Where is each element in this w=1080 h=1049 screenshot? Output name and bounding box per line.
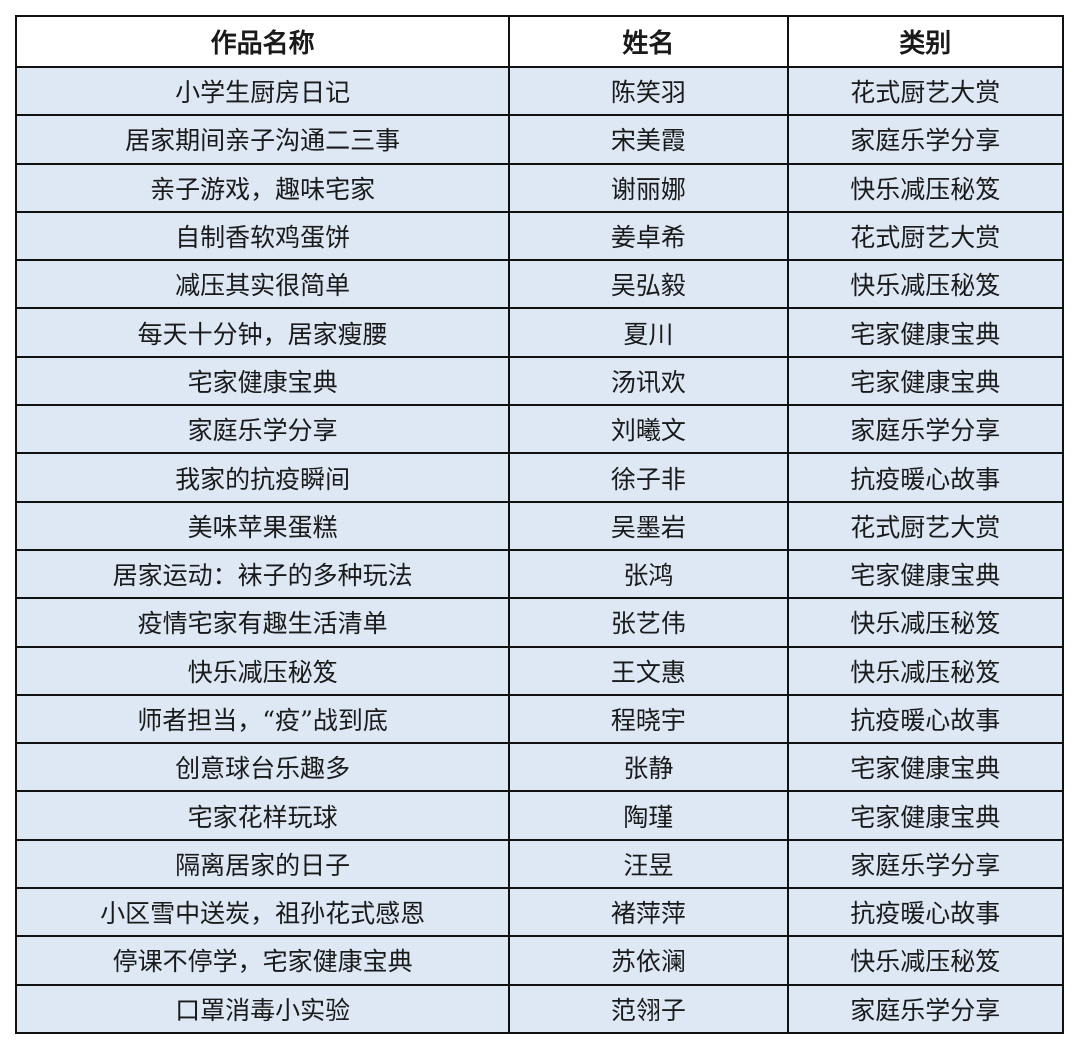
cell-name: 褚萍萍 xyxy=(508,887,789,938)
cell-name: 范翎子 xyxy=(508,983,789,1034)
table-row: 疫情宅家有趣生活清单 张艺伟 快乐减压秘笈 xyxy=(14,597,1065,648)
cell-work-title: 快乐减压秘笈 xyxy=(14,645,511,696)
cell-work-title: 小区雪中送炭，祖孙花式感恩 xyxy=(14,887,511,938)
cell-category: 家庭乐学分享 xyxy=(786,114,1065,165)
cell-category: 抗疫暖心故事 xyxy=(786,887,1065,938)
cell-work-title: 口罩消毒小实验 xyxy=(14,983,511,1034)
cell-name: 吴墨岩 xyxy=(508,500,789,551)
cell-work-title: 宅家花样玩球 xyxy=(14,790,511,841)
table-row: 每天十分钟，居家瘦腰 夏川 宅家健康宝典 xyxy=(14,307,1065,358)
cell-work-title: 小学生厨房日记 xyxy=(14,65,511,117)
cell-name: 宋美霞 xyxy=(508,114,789,165)
cell-category: 宅家健康宝典 xyxy=(786,790,1065,841)
header-row: 作品名称 姓名 类别 xyxy=(14,15,1065,68)
table-row: 小区雪中送炭，祖孙花式感恩 褚萍萍 抗疫暖心故事 xyxy=(14,887,1065,938)
table-row: 亲子游戏，趣味宅家 谢丽娜 快乐减压秘笈 xyxy=(14,162,1065,213)
cell-category: 家庭乐学分享 xyxy=(786,404,1065,455)
table-row: 减压其实很简单 吴弘毅 快乐减压秘笈 xyxy=(14,259,1065,310)
cell-category: 宅家健康宝典 xyxy=(786,307,1065,358)
cell-category: 快乐减压秘笈 xyxy=(786,162,1065,213)
cell-work-title: 家庭乐学分享 xyxy=(14,404,511,455)
cell-name: 张静 xyxy=(508,742,789,793)
cell-work-title: 美味苹果蛋糕 xyxy=(14,500,511,551)
cell-name: 吴弘毅 xyxy=(508,259,789,310)
table-row: 我家的抗疫瞬间 徐子非 抗疫暖心故事 xyxy=(14,452,1065,503)
cell-category: 宅家健康宝典 xyxy=(786,355,1065,407)
cell-category: 抗疫暖心故事 xyxy=(786,693,1065,745)
table-row: 创意球台乐趣多 张静 宅家健康宝典 xyxy=(14,742,1065,793)
table-row: 家庭乐学分享 刘曦文 家庭乐学分享 xyxy=(14,404,1065,455)
cell-name: 谢丽娜 xyxy=(508,162,789,213)
cell-name: 陶瑾 xyxy=(508,790,789,841)
works-table: 作品名称 姓名 类别 小学生厨房日记 陈笑羽 花式厨艺大赏 居家期间亲子沟通二三事 宋美… xyxy=(14,15,1065,1034)
cell-category: 抗疫暖心故事 xyxy=(786,452,1065,503)
cell-category: 宅家健康宝典 xyxy=(786,742,1065,793)
cell-name: 夏川 xyxy=(508,307,789,358)
cell-work-title: 我家的抗疫瞬间 xyxy=(14,452,511,503)
cell-name: 徐子非 xyxy=(508,452,789,503)
cell-work-title: 每天十分钟，居家瘦腰 xyxy=(14,307,511,358)
cell-category: 快乐减压秘笈 xyxy=(786,597,1065,648)
cell-work-title: 自制香软鸡蛋饼 xyxy=(14,210,511,262)
cell-work-title: 隔离居家的日子 xyxy=(14,838,511,890)
cell-name: 陈笑羽 xyxy=(508,65,789,117)
table-row: 停课不停学，宅家健康宝典 苏依澜 快乐减压秘笈 xyxy=(14,935,1065,986)
cell-category: 花式厨艺大赏 xyxy=(786,500,1065,551)
cell-work-title: 居家期间亲子沟通二三事 xyxy=(14,114,511,165)
header-category: 类别 xyxy=(786,15,1065,68)
cell-name: 王文惠 xyxy=(508,645,789,696)
table-row: 小学生厨房日记 陈笑羽 花式厨艺大赏 xyxy=(14,65,1065,117)
cell-name: 汤讯欢 xyxy=(508,355,789,407)
table-row: 自制香软鸡蛋饼 姜卓希 花式厨艺大赏 xyxy=(14,210,1065,262)
cell-work-title: 创意球台乐趣多 xyxy=(14,742,511,793)
cell-name: 张鸿 xyxy=(508,548,789,600)
cell-category: 快乐减压秘笈 xyxy=(786,645,1065,696)
header-work-title: 作品名称 xyxy=(14,15,511,68)
cell-name: 程晓宇 xyxy=(508,693,789,745)
table-row: 居家期间亲子沟通二三事 宋美霞 家庭乐学分享 xyxy=(14,114,1065,165)
cell-category: 宅家健康宝典 xyxy=(786,548,1065,600)
table-row: 宅家健康宝典 汤讯欢 宅家健康宝典 xyxy=(14,355,1065,407)
table-row: 宅家花样玩球 陶瑾 宅家健康宝典 xyxy=(14,790,1065,841)
cell-category: 家庭乐学分享 xyxy=(786,983,1065,1034)
cell-category: 花式厨艺大赏 xyxy=(786,65,1065,117)
cell-work-title: 疫情宅家有趣生活清单 xyxy=(14,597,511,648)
table-row: 快乐减压秘笈 王文惠 快乐减压秘笈 xyxy=(14,645,1065,696)
cell-work-title: 师者担当，“疫”战到底 xyxy=(14,693,511,745)
cell-category: 家庭乐学分享 xyxy=(786,838,1065,890)
cell-work-title: 停课不停学，宅家健康宝典 xyxy=(14,935,511,986)
cell-name: 张艺伟 xyxy=(508,597,789,648)
table-row: 隔离居家的日子 汪昱 家庭乐学分享 xyxy=(14,838,1065,890)
table-row: 师者担当，“疫”战到底 程晓宇 抗疫暖心故事 xyxy=(14,693,1065,745)
table-row: 居家运动：袜子的多种玩法 张鸿 宅家健康宝典 xyxy=(14,548,1065,600)
cell-name: 刘曦文 xyxy=(508,404,789,455)
cell-category: 快乐减压秘笈 xyxy=(786,935,1065,986)
cell-category: 花式厨艺大赏 xyxy=(786,210,1065,262)
cell-name: 汪昱 xyxy=(508,838,789,890)
cell-work-title: 居家运动：袜子的多种玩法 xyxy=(14,548,511,600)
table-row: 口罩消毒小实验 范翎子 家庭乐学分享 xyxy=(14,983,1065,1034)
cell-category: 快乐减压秘笈 xyxy=(786,259,1065,310)
cell-name: 苏依澜 xyxy=(508,935,789,986)
table-row: 美味苹果蛋糕 吴墨岩 花式厨艺大赏 xyxy=(14,500,1065,551)
cell-work-title: 亲子游戏，趣味宅家 xyxy=(14,162,511,213)
cell-work-title: 宅家健康宝典 xyxy=(14,355,511,407)
cell-name: 姜卓希 xyxy=(508,210,789,262)
cell-work-title: 减压其实很简单 xyxy=(14,259,511,310)
header-name: 姓名 xyxy=(508,15,789,68)
